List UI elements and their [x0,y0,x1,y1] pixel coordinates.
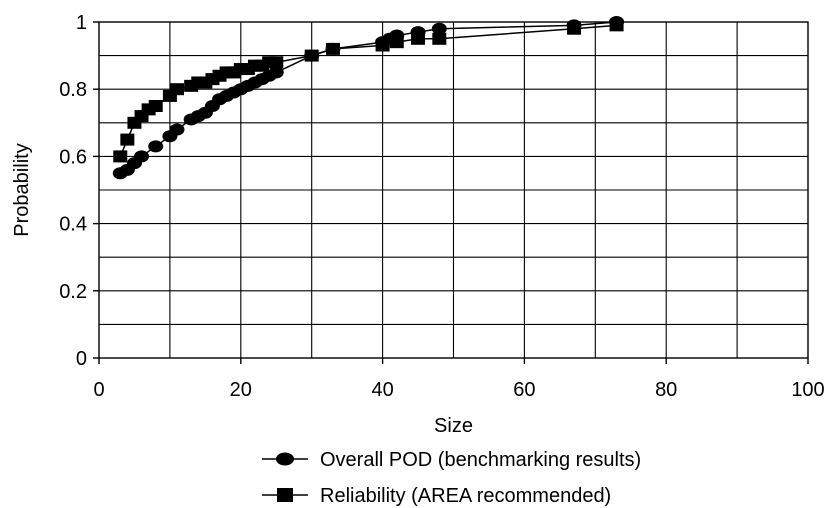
data-point-square [432,33,446,45]
x-tick-label: 100 [791,379,824,401]
axis-ticks [93,22,808,364]
data-point-square [326,43,340,55]
data-point-square [149,100,163,112]
x-axis-label: Size [434,415,473,437]
legend-item-reliability: Reliability (AREA recommended) [262,485,611,507]
y-tick-label: 1 [76,12,87,34]
y-tick-label: 0.6 [59,146,87,168]
data-point-square [120,134,134,146]
legend: Overall POD (benchmarking results) Relia… [262,449,641,507]
grid [99,22,808,358]
series-overall-pod [113,16,624,179]
series-reliability [113,19,623,162]
y-tick-label: 0.8 [59,79,87,101]
data-point-square [390,36,404,48]
y-tick-label: 0.2 [59,281,87,303]
data-point-square [376,40,390,52]
x-tick-label: 0 [93,379,104,401]
x-tick-label: 20 [230,379,252,401]
data-point-square [567,23,581,35]
data-point-square [170,83,184,95]
legend-item-overall-pod: Overall POD (benchmarking results) [262,449,641,471]
x-tick-label: 80 [655,379,677,401]
data-point-square [269,56,283,68]
data-point-square [113,150,127,162]
series-layer [113,16,624,179]
legend-marker-reliability [277,488,293,502]
data-point-circle [169,124,184,136]
data-point-square [305,50,319,62]
data-point-square [610,19,624,31]
data-point-square [411,33,425,45]
legend-marker-overall-pod [276,453,294,466]
x-tick-label: 60 [513,379,535,401]
y-axis-label: Probability [11,143,33,236]
y-tick-label: 0.4 [59,214,87,236]
series-line [120,22,616,173]
data-point-circle [134,150,149,162]
y-tick-label: 0 [76,348,87,370]
legend-label-overall-pod: Overall POD (benchmarking results) [320,449,641,471]
x-tick-label: 40 [371,379,393,401]
data-point-circle [148,140,163,152]
legend-label-reliability: Reliability (AREA recommended) [320,485,611,507]
tick-labels: 0 0.2 0.4 0.6 0.8 1 0 20 40 60 80 100 [59,12,825,401]
